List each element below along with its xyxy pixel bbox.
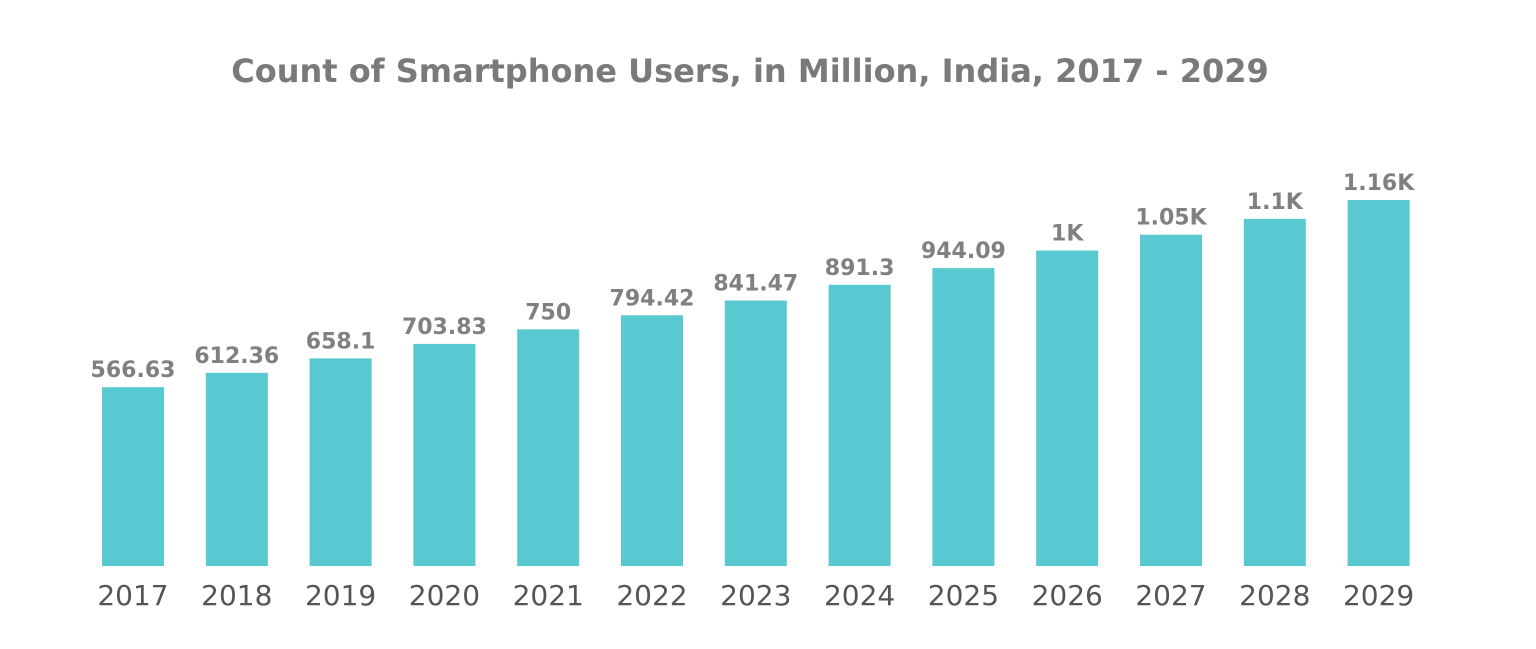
data-label-2022: 794.42 [610,286,695,311]
bar-2018 [205,372,268,566]
data-label-2026: 1K [1051,222,1084,247]
x-tick-label-2020: 2020 [409,579,480,612]
x-tick-label-2026: 2026 [1032,579,1103,612]
x-tick-label-2028: 2028 [1239,579,1310,612]
bar-2017 [102,387,164,566]
data-label-2023: 841.47 [713,272,798,297]
data-label-2028: 1.1K [1247,190,1304,215]
bar-2020 [413,343,476,566]
data-label-2017: 566.63 [91,358,176,383]
data-label-2020: 703.83 [402,315,487,340]
bar-2024 [828,284,891,566]
bar-2019 [309,358,372,566]
x-tick-label-2025: 2025 [928,579,999,612]
data-label-2024: 891.3 [825,256,895,281]
chart-title: Count of Smartphone Users, in Million, I… [231,52,1269,90]
data-label-2027: 1.05K [1135,206,1207,231]
x-tick-label-2018: 2018 [201,579,272,612]
bar-2028 [1243,218,1306,566]
x-tick-label-2022: 2022 [616,579,687,612]
x-tick-label-2019: 2019 [305,579,376,612]
data-label-2029: 1.16K [1343,171,1415,196]
bar-2023 [724,300,787,566]
bar-2025 [932,268,995,566]
data-label-2019: 658.1 [306,329,376,354]
x-tick-label-2021: 2021 [513,579,584,612]
bar-2026 [1036,250,1099,566]
bar-2029 [1347,200,1410,566]
bar-2022 [621,315,683,566]
x-tick-label-2029: 2029 [1343,579,1414,612]
x-tick-label-2024: 2024 [824,579,895,612]
x-tick-label-2027: 2027 [1135,579,1206,612]
x-tick-label-2023: 2023 [720,579,791,612]
data-label-2021: 750 [525,300,571,325]
data-label-2018: 612.36 [194,344,279,369]
data-label-2025: 944.09 [921,239,1006,264]
x-tick-label-2017: 2017 [97,579,168,612]
bar-2027 [1140,234,1202,566]
bar-2021 [517,329,580,566]
